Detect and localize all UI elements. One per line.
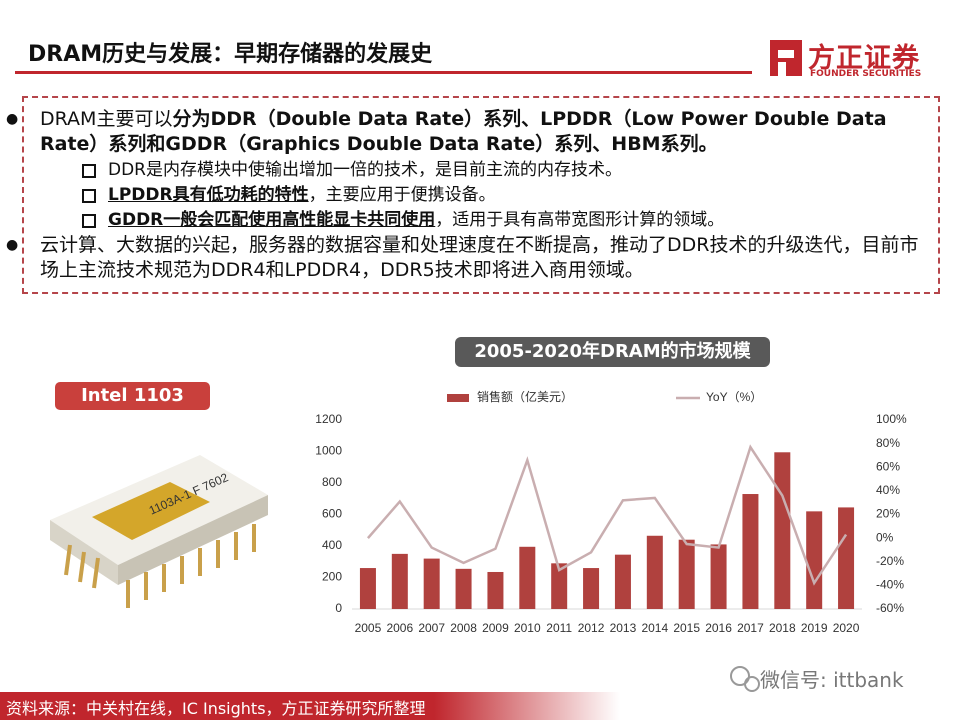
chip-image: 1103A-1 F 7602	[50, 455, 268, 608]
bar	[583, 568, 600, 609]
watermark-icon	[730, 666, 760, 692]
title-rule	[15, 71, 752, 74]
text-box	[22, 96, 940, 294]
y2-tick-label: 80%	[876, 436, 900, 450]
bullet-text: LPDDR具有低功耗的特性	[108, 185, 309, 205]
x-tick-label: 2020	[833, 621, 860, 635]
legend-label: 销售额（亿美元）	[477, 389, 573, 404]
y-tick-label: 400	[322, 538, 342, 552]
x-tick-label: 2006	[386, 621, 413, 635]
legend-swatch	[447, 394, 469, 402]
bullet-text: DDR是内存模块中使输出增加一倍的技术，是目前主流的内存技术。	[108, 160, 622, 180]
x-tick-label: 2015	[673, 621, 700, 635]
bar	[646, 535, 663, 609]
x-tick-label: 2014	[641, 621, 668, 635]
sub-bullet: GDDR一般会匹配使用高性能显卡共同使用，适用于具有高带宽图形计算的领域。	[82, 208, 908, 232]
sub-bullet: DDR是内存模块中使输出增加一倍的技术，是目前主流的内存技术。	[82, 158, 908, 182]
source: 资料来源：中关村在线，IC Insights，方正证券研究所整理	[6, 699, 426, 718]
footer-band	[0, 692, 620, 720]
bullet-text: 云计算、大数据的兴起，服务器的数据容量和处理速度在不断提高，推动了DDR技术的升…	[40, 234, 919, 281]
x-tick-label: 2007	[418, 621, 445, 635]
y-tick-label: 600	[322, 507, 342, 521]
bar	[455, 568, 472, 609]
bar	[806, 511, 823, 609]
bullet: 云计算、大数据的兴起，服务器的数据容量和处理速度在不断提高，推动了DDR技术的升…	[6, 233, 920, 283]
bar	[742, 494, 759, 609]
bar	[519, 546, 536, 609]
x-tick-label: 2018	[769, 621, 796, 635]
y2-tick-label: 60%	[876, 459, 900, 473]
y2-tick-label: 100%	[876, 412, 907, 426]
bullet-text: ，主要应用于便携设备。	[308, 185, 496, 205]
x-tick-label: 2012	[578, 621, 605, 635]
x-tick-label: 2008	[450, 621, 477, 635]
y2-tick-label: 20%	[876, 507, 900, 521]
x-tick-label: 2013	[610, 621, 637, 635]
x-tick-label: 2016	[705, 621, 732, 635]
sub-bullet: LPDDR具有低功耗的特性，主要应用于便携设备。	[82, 183, 908, 207]
bar	[551, 563, 568, 609]
image-label: Intel 1103	[55, 382, 210, 410]
y2-tick-label: 40%	[876, 483, 900, 497]
x-tick-label: 2019	[801, 621, 828, 635]
bar	[487, 571, 504, 609]
bullet-text: ，适用于具有高带宽图形计算的领域。	[435, 210, 725, 230]
bullet-text: 分为DDR（Double Data Rate）系列、LPDDR（Low Powe…	[40, 108, 887, 155]
legend-label: YoY（%）	[706, 390, 762, 404]
y2-tick-label: -20%	[876, 554, 904, 568]
x-tick-label: 2011	[546, 621, 572, 635]
y2-tick-label: -40%	[876, 578, 904, 592]
logo-text: 方正证券	[808, 43, 920, 74]
logo-subtext: FOUNDER SECURITIES	[810, 69, 922, 79]
x-tick-label: 2005	[355, 621, 382, 635]
y-tick-label: 200	[322, 570, 342, 584]
bar	[614, 554, 631, 609]
y2-tick-label: 0%	[876, 530, 894, 544]
slide-title: DRAM历史与发展：早期存储器的发展史	[28, 42, 433, 67]
x-tick-label: 2009	[482, 621, 509, 635]
line	[366, 444, 848, 586]
y2-tick-label: -60%	[876, 601, 904, 615]
y-tick-label: 1000	[315, 444, 342, 458]
bar	[838, 507, 855, 609]
x-tick-label: 2017	[737, 621, 764, 635]
y-tick-label: 0	[335, 601, 342, 615]
bar	[391, 553, 408, 609]
x-tick-label: 2010	[514, 621, 541, 635]
logo-icon	[770, 40, 802, 76]
bullet-text: GDDR一般会匹配使用高性能显卡共同使用	[108, 210, 436, 230]
bar	[678, 539, 695, 609]
bar	[774, 452, 791, 609]
y-tick-label: 800	[322, 475, 342, 489]
bar	[359, 568, 376, 609]
bar	[710, 544, 727, 609]
bullet-text: DRAM主要可以	[40, 108, 173, 130]
bar	[423, 558, 440, 609]
chart-title: 2005-2020年DRAM的市场规模	[455, 337, 770, 367]
y-tick-label: 1200	[315, 412, 342, 426]
watermark: 微信号: ittbank	[760, 668, 904, 692]
bullet: DRAM主要可以分为DDR（Double Data Rate）系列、LPDDR（…	[6, 107, 920, 157]
